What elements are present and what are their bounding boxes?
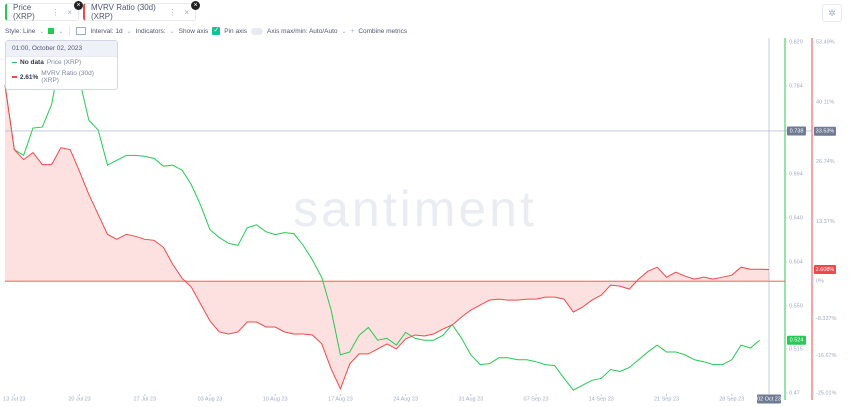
last-value-label: 2.608% <box>816 267 835 273</box>
x-tick-label: 20 Jul 23 <box>68 396 90 402</box>
remove-metric[interactable]: × <box>74 1 83 10</box>
tooltip-metric: MVRV Ratio (30d) (XRP) <box>41 70 94 84</box>
x-tick-label: 17 Aug 23 <box>328 396 353 402</box>
metric-tab[interactable]: MVRV Ratio (30d) (XRP) ⋮ × × <box>83 1 200 21</box>
y-tick-label: 0.784 <box>789 83 803 89</box>
legend-dash <box>12 76 17 78</box>
y2-tick-label: 0% <box>816 279 824 285</box>
tooltip-row: 2.61% MVRV Ratio (30d) (XRP) <box>6 68 117 89</box>
interval-select[interactable]: Interval: 1d <box>90 27 123 35</box>
separator <box>69 26 71 36</box>
x-tick-label: 03 Aug 23 <box>198 396 223 402</box>
last-value-label-bg <box>787 335 806 345</box>
x-tick-label: 28 Sep 23 <box>719 396 744 402</box>
crosshair-x-label: 02 Oct 23 <box>757 396 781 402</box>
combine-metrics[interactable]: Combine metrics <box>358 27 408 35</box>
watermark: santiment <box>293 181 537 237</box>
show-axis-checkbox[interactable]: ✓ <box>212 27 221 35</box>
crosshair-x-label-bg <box>757 394 781 404</box>
toolbar: Style: Line ⌄ ⌄ Interval: 1d ⌄ Indicators:… <box>5 25 407 37</box>
axis-minmax-select[interactable]: Axis max/min: Auto/Auto <box>267 27 338 35</box>
y-tick-label: 0.47 <box>789 390 800 396</box>
tooltip: 01:00, October 02, 2023 No data Price (XR… <box>5 40 118 90</box>
y-tick-label: 0.649 <box>789 215 803 221</box>
y2-tick-label: 13.37% <box>816 219 835 225</box>
y-tick-label: 0.515 <box>789 346 803 352</box>
tooltip-date: 01:00, October 02, 2023 <box>6 41 117 57</box>
chevron: ⌄ <box>341 28 347 35</box>
tooltip-value: No data <box>20 59 44 66</box>
tab-close[interactable]: × <box>67 7 72 17</box>
line <box>4 53 761 391</box>
y2-tick-label: 53.49% <box>816 39 835 45</box>
x-tick-label: 10 Aug 23 <box>263 396 288 402</box>
x-tick-label: 31 Aug 23 <box>458 396 483 402</box>
tab-label: MVRV Ratio (30d) (XRP) <box>91 3 156 21</box>
tooltip-metric: Price (XRP) <box>46 59 82 66</box>
metric-tab[interactable]: Price (XRP) ⋮ × × <box>5 1 83 21</box>
y2-tick-label: 40.11% <box>816 99 834 105</box>
chevron: ⌄ <box>169 28 175 35</box>
y2-tick-label: -25.01% <box>816 390 837 396</box>
remove-metric[interactable]: × <box>191 1 200 10</box>
line <box>4 84 770 391</box>
crosshair-y2-label-bg <box>814 126 836 136</box>
last-value-label-bg <box>814 265 836 275</box>
x-tick-label: 24 Aug 23 <box>393 396 418 402</box>
x-tick-label: 21 Sep 23 <box>654 396 679 402</box>
y-tick-label: 0.694 <box>789 171 803 177</box>
x-tick-label: 07 Sep 23 <box>524 396 549 402</box>
y-tick-label: 0.559 <box>789 303 803 309</box>
color-swatch[interactable] <box>48 28 55 34</box>
plus-icon: + <box>350 27 355 35</box>
y-tick-label: 0.604 <box>789 259 803 265</box>
y2-tick-label: 26.74% <box>816 159 835 165</box>
pin-axis-label: Pin axis <box>224 27 248 35</box>
chevron: ⌄ <box>126 28 132 35</box>
last-value-label: 0.524 <box>790 338 804 344</box>
tab-menu[interactable]: ⋮ <box>51 7 60 17</box>
chevron: ⌄ <box>58 28 64 35</box>
tab-label: Price (XRP) <box>13 3 35 21</box>
x-tick-label: 13 Jul 23 <box>3 396 25 402</box>
x-tick-label: 27 Jul 23 <box>134 396 156 402</box>
y2-tick-label: -16.67% <box>816 353 837 359</box>
x-tick-label: 14 Sep 23 <box>589 396 614 402</box>
crosshair-y-label: 0.738 <box>790 128 804 134</box>
tab-close[interactable]: × <box>184 7 189 17</box>
tab-menu[interactable]: ⋮ <box>168 7 177 17</box>
y-tick-label: 0.829 <box>789 39 803 45</box>
legend-dash <box>12 61 17 64</box>
y2-tick-label: -8.337% <box>816 316 837 322</box>
pin-axis-toggle[interactable] <box>251 27 264 35</box>
crosshair-y2-label: 33.53% <box>816 129 835 135</box>
calendar-icon <box>76 27 87 35</box>
tooltip-row: No data Price (XRP) <box>6 57 117 68</box>
indicators-select[interactable]: Indicators: <box>135 27 166 35</box>
style-select[interactable]: Style: Line <box>5 27 36 35</box>
tooltip-value: 2.61% <box>19 73 39 81</box>
settings-button[interactable]: ✲ <box>822 4 842 22</box>
crosshair-y-label-bg <box>787 126 806 136</box>
chevron: ⌄ <box>39 28 45 35</box>
show-axis-label: Show axis <box>178 27 209 35</box>
area <box>5 84 769 389</box>
